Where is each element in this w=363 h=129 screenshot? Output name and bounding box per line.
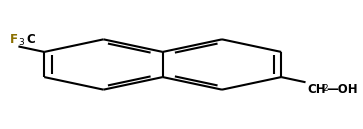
Text: CH: CH [307,83,326,96]
Text: F: F [10,33,18,46]
Text: —OH: —OH [327,83,358,96]
Text: 3: 3 [18,38,24,47]
Text: C: C [26,33,35,46]
Text: 2: 2 [322,84,328,93]
